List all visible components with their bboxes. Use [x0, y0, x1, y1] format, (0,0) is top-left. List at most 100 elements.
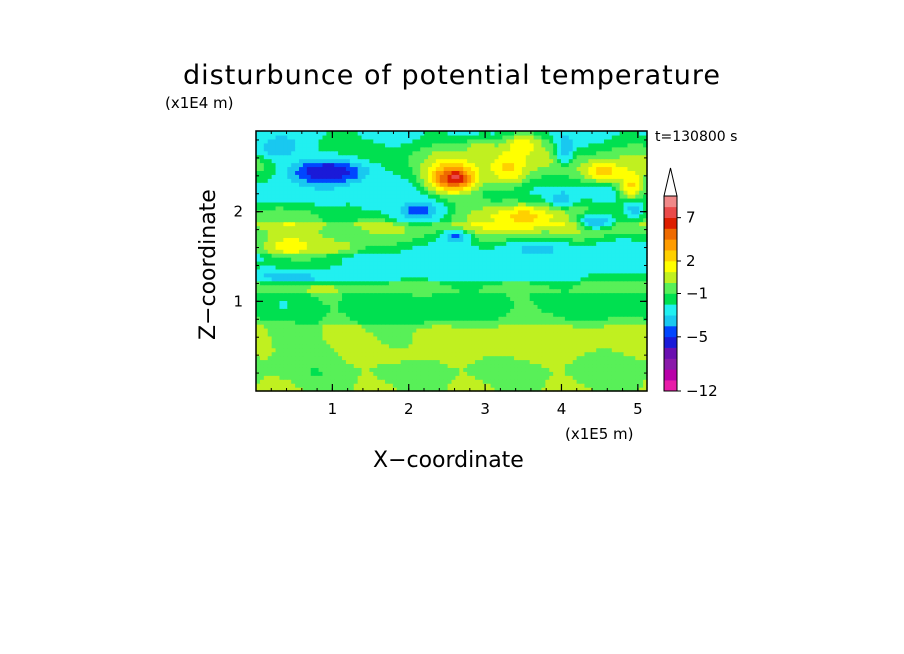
- contour-cell: [357, 363, 363, 368]
- contour-cell: [310, 300, 316, 305]
- contour-cell: [549, 339, 554, 345]
- contour-cell: [428, 205, 433, 211]
- contour-cell: [283, 327, 288, 333]
- contour-cell: [607, 324, 613, 329]
- contour-cell: [486, 229, 492, 235]
- contour-cell: [373, 335, 378, 341]
- contour-cell: [506, 201, 511, 207]
- contour-cell: [623, 197, 629, 203]
- contour-cell: [588, 375, 593, 380]
- contour-cell: [580, 300, 586, 305]
- contour-cell: [627, 300, 632, 305]
- contour-cell: [467, 359, 472, 365]
- contour-cell: [506, 245, 511, 250]
- contour-cell: [412, 327, 417, 333]
- contour-cell: [560, 268, 566, 274]
- contour-cell: [478, 233, 484, 238]
- contour-cell: [263, 268, 269, 274]
- contour-cell: [302, 197, 308, 203]
- contour-cell: [576, 249, 582, 254]
- contour-cell: [506, 249, 511, 254]
- contour-cell: [428, 280, 433, 286]
- contour-cell: [486, 300, 492, 305]
- contour-cell: [330, 205, 335, 211]
- contour-cell: [263, 316, 269, 321]
- contour-cell: [498, 288, 503, 294]
- contour-cell: [521, 292, 527, 298]
- contour-cell: [486, 217, 492, 223]
- contour-cell: [275, 221, 281, 227]
- contour-cell: [572, 272, 578, 278]
- contour-cell: [322, 355, 327, 361]
- contour-cell: [564, 363, 570, 368]
- contour-cell: [615, 339, 621, 345]
- contour-cell: [302, 379, 308, 384]
- contour-cell: [510, 233, 515, 238]
- contour-cell: [416, 197, 421, 203]
- contour-cell: [408, 379, 413, 384]
- contour-cell: [291, 288, 296, 294]
- contour-cell: [291, 249, 296, 254]
- contour-cell: [263, 261, 269, 266]
- contour-cell: [611, 304, 617, 309]
- contour-cell: [615, 268, 621, 274]
- contour-cell: [443, 316, 449, 321]
- contour-cell: [521, 383, 527, 388]
- contour-cell: [256, 229, 261, 235]
- contour-cell: [529, 205, 535, 211]
- contour-cell: [592, 379, 597, 384]
- contour-cell: [330, 229, 335, 235]
- contour-cell: [568, 237, 574, 242]
- contour-cell: [549, 253, 554, 258]
- contour-cell: [490, 257, 496, 262]
- contour-cell: [553, 201, 558, 207]
- contour-cell: [521, 351, 527, 357]
- contour-cell: [482, 221, 488, 227]
- contour-cell: [291, 331, 296, 337]
- contour-cell: [471, 241, 476, 246]
- contour-cell: [549, 300, 554, 305]
- contour-cell: [299, 268, 304, 274]
- contour-cell: [600, 201, 605, 207]
- contour-cell: [631, 225, 636, 231]
- contour-cell: [474, 221, 480, 227]
- contour-cell: [568, 343, 574, 349]
- contour-cell: [381, 383, 386, 388]
- contour-cell: [291, 233, 296, 238]
- contour-cell: [388, 324, 394, 329]
- contour-cell: [369, 359, 374, 365]
- contour-cell: [631, 324, 636, 329]
- contour-cell: [361, 351, 367, 357]
- contour-cell: [510, 209, 515, 215]
- contour-cell: [557, 375, 562, 380]
- contour-cell: [400, 264, 406, 270]
- contour-cell: [564, 221, 570, 227]
- contour-cell: [639, 383, 644, 388]
- contour-cell: [467, 304, 472, 309]
- contour-cell: [428, 194, 433, 199]
- contour-cell: [553, 288, 558, 294]
- contour-cell: [396, 339, 402, 345]
- contour-cell: [482, 268, 488, 274]
- contour-cell: [334, 343, 339, 349]
- contour-cell: [259, 229, 265, 235]
- contour-cell: [537, 194, 543, 199]
- contour-cell: [451, 327, 457, 333]
- contour-cell: [428, 245, 433, 250]
- contour-cell: [478, 296, 484, 301]
- contour-cell: [424, 284, 429, 290]
- contour-cell: [459, 205, 464, 211]
- contour-cell: [490, 308, 496, 313]
- contour-cell: [600, 296, 605, 301]
- contour-cell: [517, 343, 523, 349]
- contour-cell: [490, 201, 496, 207]
- contour-cell: [517, 308, 523, 313]
- contour-cell: [365, 363, 370, 368]
- contour-cell: [357, 367, 363, 372]
- contour-cell: [572, 253, 578, 258]
- contour-cell: [533, 320, 539, 325]
- contour-cell: [283, 367, 288, 372]
- contour-cell: [435, 316, 441, 321]
- contour-cell: [584, 209, 589, 215]
- contour-cell: [302, 383, 308, 388]
